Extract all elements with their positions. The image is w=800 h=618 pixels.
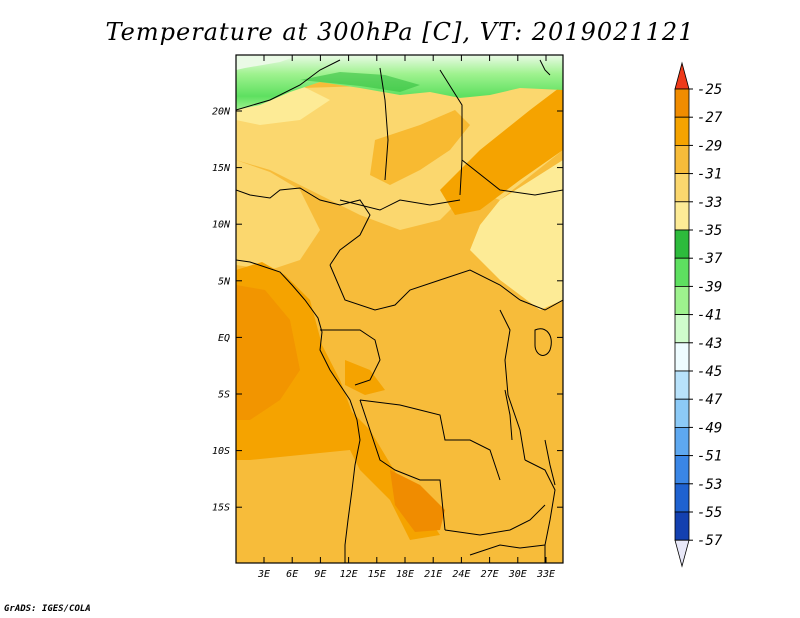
field-n-orange	[370, 110, 470, 185]
colorbar-label: -25	[697, 82, 722, 98]
lon-tick-label: 3E	[257, 569, 270, 580]
lat-tick-label: 5S	[218, 390, 230, 401]
colorbar-swatch	[674, 173, 690, 203]
chart-title: Temperature at 300hPa [C], VT: 201902112…	[106, 18, 695, 46]
map-frame	[235, 54, 564, 564]
border-angola	[359, 399, 446, 531]
colorbar-label: -45	[697, 364, 722, 380]
colorbar-label: -47	[697, 392, 723, 408]
lat-tick-label: 10S	[212, 446, 230, 457]
colorbar-label: -29	[697, 138, 722, 154]
colorbar-label: -51	[697, 449, 722, 465]
coast-redsea	[539, 59, 551, 76]
lat-tick-label: 20N	[212, 107, 231, 118]
field-ne-orange	[440, 85, 563, 215]
border-24e	[439, 69, 463, 196]
field-congo-orange	[345, 360, 385, 395]
field-angola-deep	[390, 470, 445, 532]
colorbar-swatch	[674, 370, 690, 400]
lon-tick-label: 27E	[481, 569, 499, 580]
lon-tick-label: 21E	[424, 569, 442, 580]
colorbar-label: -55	[697, 505, 722, 521]
colorbar-label: -41	[697, 308, 722, 324]
border-car	[329, 264, 521, 311]
lake-tanganyika	[504, 389, 513, 441]
lake-victoria	[534, 328, 552, 356]
lon-tick-label: 18E	[396, 569, 414, 580]
colorbar-label: -43	[697, 336, 722, 352]
border-nw	[236, 59, 341, 111]
colorbar-swatch	[674, 426, 690, 456]
colorbar-swatch	[674, 144, 690, 174]
colorbar-swatch	[674, 314, 690, 344]
colorbar-label: -31	[697, 167, 722, 183]
field-atlantic-deep	[236, 285, 300, 420]
colorbar-label: -37	[697, 251, 723, 267]
field-e-paleyellow	[470, 160, 563, 310]
lon-tick-label: 24E	[452, 569, 470, 580]
colorbar-swatch	[674, 257, 690, 287]
border-moz	[524, 459, 556, 563]
lon-tick-label: 30E	[508, 569, 527, 580]
border-ne	[461, 159, 563, 196]
lon-tick-label: 15E	[368, 569, 386, 580]
border-drc-s	[359, 399, 501, 481]
colorbar-label: -49	[697, 420, 722, 436]
lat-tick-label: 10N	[212, 220, 231, 231]
lat-tick-label: 5N	[218, 276, 231, 287]
field-w-yellow	[236, 160, 320, 270]
lake-malawi	[544, 439, 556, 486]
lat-tick-label: 15S	[212, 503, 230, 514]
colorbar-swatch	[674, 398, 690, 428]
lon-tick-label: 33E	[536, 569, 555, 580]
colorbar-swatch	[674, 116, 690, 146]
field-north-darkgreen	[300, 72, 420, 92]
colorbar-swatch	[674, 285, 690, 315]
colorbar-bottom-arrow	[674, 539, 690, 568]
border-zambia	[444, 504, 546, 536]
border-e	[519, 299, 563, 311]
border-18e	[379, 67, 389, 181]
colorbar-swatch	[674, 511, 690, 541]
border-sahel	[236, 187, 371, 266]
colorbar: -25 -27 -29 -31 -33 -35 -37 -39 -41 -43 -45 -47 -49 -…	[674, 61, 723, 568]
colorbar-top-arrow	[674, 61, 690, 90]
coastline-west	[236, 259, 361, 563]
colorbar-label: -57	[697, 533, 723, 549]
border-chad	[339, 199, 461, 211]
boundaries	[236, 59, 563, 563]
colorbar-swatch	[674, 229, 690, 259]
lon-tick-label: 6E	[286, 569, 298, 580]
lat-axis: 20N 15N 10N 5N EQ 5S 10S 15S	[212, 107, 563, 514]
colorbar-swatch	[674, 88, 690, 118]
field-nw-pale	[236, 55, 300, 70]
colorbar-swatch	[674, 201, 690, 231]
colorbar-label: -33	[697, 195, 722, 211]
colorbar-swatch	[674, 483, 690, 513]
colorbar-label: -35	[697, 223, 722, 239]
temperature-field	[236, 55, 563, 563]
credit-text: GrADS: IGES/COLA	[4, 604, 91, 614]
border-s	[469, 544, 546, 556]
colorbar-swatch	[674, 342, 690, 372]
colorbar-swatch	[674, 455, 690, 485]
lon-tick-label: 12E	[340, 569, 358, 580]
colorbar-label: -53	[697, 477, 722, 493]
lat-tick-label: 15N	[212, 163, 231, 174]
border-gabon	[320, 329, 381, 386]
colorbar-label: -27	[697, 110, 723, 126]
lon-tick-label: 9E	[314, 569, 326, 580]
lon-axis: 3E 6E 9E 12E 15E 18E 21E 24E 27E 30E 33E	[257, 55, 555, 580]
colorbar-label: -39	[697, 279, 722, 295]
border-rift	[499, 309, 526, 461]
lat-tick-label: EQ	[218, 333, 230, 344]
